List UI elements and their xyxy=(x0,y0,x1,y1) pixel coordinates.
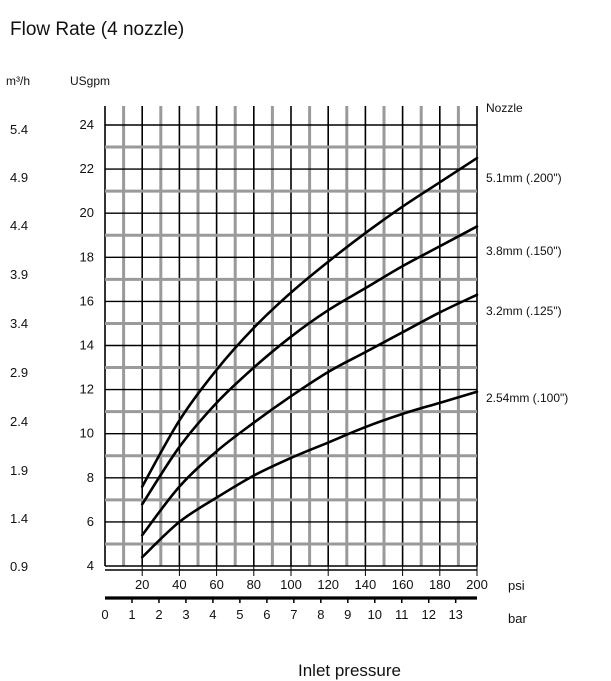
legend-label: 2.54mm (.100") xyxy=(486,391,568,405)
psi-tick-label: 180 xyxy=(429,577,451,592)
legend-label: 3.2mm (.125") xyxy=(486,304,562,318)
psi-tick-label: 40 xyxy=(172,577,186,592)
psi-tick-label: 140 xyxy=(355,577,377,592)
series-line-3 xyxy=(140,390,479,559)
bar-tick-label: 6 xyxy=(263,607,270,622)
bar-tick-label: 7 xyxy=(290,607,297,622)
y-tick-label: 16 xyxy=(80,293,94,308)
psi-unit-label: psi xyxy=(508,578,525,593)
bar-tick-label: 4 xyxy=(209,607,216,622)
grid xyxy=(104,106,478,567)
legend: 5.1mm (.200") 3.8mm (.150") 3.2mm (.125") 2… xyxy=(486,171,568,405)
metric-tick-label: 2.9 xyxy=(10,365,28,380)
bar-tick-label: 5 xyxy=(236,607,243,622)
x-axis-label: Inlet pressure xyxy=(298,661,401,680)
metric-tick-label: 3.9 xyxy=(10,267,28,282)
metric-tick-label: 1.4 xyxy=(10,511,28,526)
y-tick-label: 20 xyxy=(80,205,94,220)
y-axis-metric: 0.9 1.4 1.9 2.4 2.9 3.4 3.9 4.4 4.9 5.4 xyxy=(10,122,28,574)
metric-tick-label: 4.4 xyxy=(10,218,28,233)
bar-tick-label: 0 xyxy=(101,607,108,622)
metric-tick-label: 5.4 xyxy=(10,122,28,137)
y-tick-label: 4 xyxy=(87,558,94,573)
bar-tick-label: 1 xyxy=(128,607,135,622)
bar-tick-label: 9 xyxy=(344,607,351,622)
chart-title: Flow Rate (4 nozzle) xyxy=(10,19,184,40)
legend-label: 3.8mm (.150") xyxy=(486,244,562,258)
bar-tick-label: 2 xyxy=(155,607,162,622)
psi-tick-label: 120 xyxy=(317,577,339,592)
bar-tick-label: 11 xyxy=(395,607,409,622)
psi-tick-label: 200 xyxy=(466,577,488,592)
legend-label: 5.1mm (.200") xyxy=(486,171,562,185)
psi-tick-label: 20 xyxy=(135,577,149,592)
metric-unit-label: m³/h xyxy=(6,74,30,88)
series-line-0 xyxy=(140,156,479,488)
metric-tick-label: 4.9 xyxy=(10,170,28,185)
series-line-2 xyxy=(140,293,479,537)
bar-tick-label: 3 xyxy=(182,607,189,622)
y-tick-label: 22 xyxy=(80,161,94,176)
psi-tick-label: 100 xyxy=(280,577,302,592)
metric-tick-label: 3.4 xyxy=(10,316,28,331)
psi-tick-label: 160 xyxy=(392,577,414,592)
metric-tick-label: 2.4 xyxy=(10,414,28,429)
psi-tick-label: 60 xyxy=(209,577,223,592)
y-tick-label: 6 xyxy=(87,514,94,529)
bar-unit-label: bar xyxy=(508,611,527,626)
series-lines xyxy=(140,156,479,559)
bar-tick-label: 10 xyxy=(368,607,382,622)
bar-tick-label: 12 xyxy=(421,607,435,622)
psi-tick-label: 80 xyxy=(247,577,261,592)
metric-tick-label: 1.9 xyxy=(10,463,28,478)
y-tick-label: 14 xyxy=(80,338,94,353)
legend-title: Nozzle xyxy=(486,101,523,115)
usgpm-unit-label: USgpm xyxy=(70,74,110,88)
y-tick-label: 12 xyxy=(80,382,94,397)
y-tick-label: 8 xyxy=(87,470,94,485)
bar-tick-label: 13 xyxy=(448,607,462,622)
y-tick-label: 10 xyxy=(80,426,94,441)
metric-tick-label: 0.9 xyxy=(10,559,28,574)
bar-tick-label: 8 xyxy=(317,607,324,622)
series-line-1 xyxy=(140,225,479,506)
y-tick-label: 24 xyxy=(80,117,94,132)
y-tick-label: 18 xyxy=(80,249,94,264)
y-axis-usgpm: 4 6 8 10 12 14 16 18 20 22 24 xyxy=(80,117,94,573)
